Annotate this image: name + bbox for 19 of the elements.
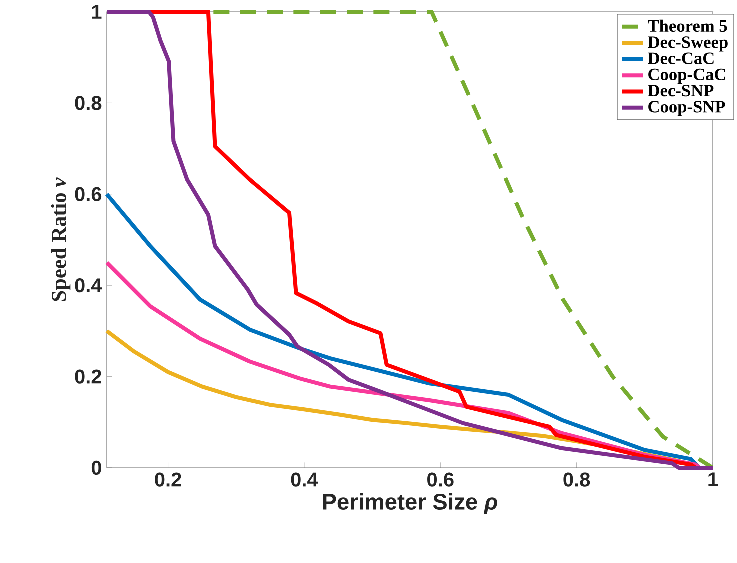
y-tick-label: 1 bbox=[92, 5, 102, 19]
y-tick-label: 0 bbox=[92, 460, 102, 476]
legend-label: Coop-CaC bbox=[648, 68, 726, 84]
y-axis-title: Speed Ratio v bbox=[51, 178, 71, 302]
y-tick-label: 0.2 bbox=[75, 370, 102, 384]
x-tick-label: 0.2 bbox=[155, 472, 182, 487]
legend-label: Dec-Sweep bbox=[648, 36, 728, 52]
y-tick-label: 0.8 bbox=[75, 96, 102, 110]
x-tick-label: 0.8 bbox=[564, 472, 590, 487]
legend-label: Dec-CaC bbox=[648, 52, 714, 64]
legend-label: Coop-SNP bbox=[648, 101, 726, 116]
x-tick-label: 1 bbox=[708, 472, 718, 486]
x-axis-title: Perimeter Size ρ bbox=[323, 493, 498, 514]
legend-label: Theorem 5 bbox=[648, 20, 728, 32]
x-tick-label: 0.4 bbox=[291, 472, 318, 487]
legend-label: Dec-SNP bbox=[648, 84, 714, 97]
y-tick-label: 0.4 bbox=[75, 278, 102, 293]
y-tick-label: 0.6 bbox=[75, 187, 102, 202]
x-tick-label: 0.6 bbox=[428, 472, 454, 487]
